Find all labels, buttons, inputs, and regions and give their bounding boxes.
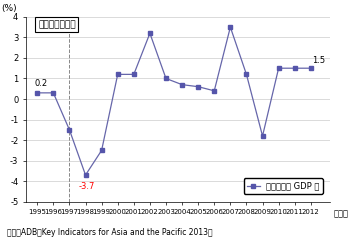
Legend: 財政収支対 GDP 比: 財政収支対 GDP 比: [244, 178, 323, 194]
Text: アジア通貨危機: アジア通貨危機: [38, 20, 76, 29]
Text: 1.5: 1.5: [313, 56, 326, 65]
Text: (%): (%): [2, 4, 17, 13]
Text: 資料：ADB『Key Indicators for Asia and the Pacific 2013』: 資料：ADB『Key Indicators for Asia and the P…: [7, 228, 213, 237]
Text: （年）: （年）: [333, 209, 348, 218]
Text: -3.7: -3.7: [79, 182, 95, 191]
Text: 0.2: 0.2: [34, 79, 47, 88]
